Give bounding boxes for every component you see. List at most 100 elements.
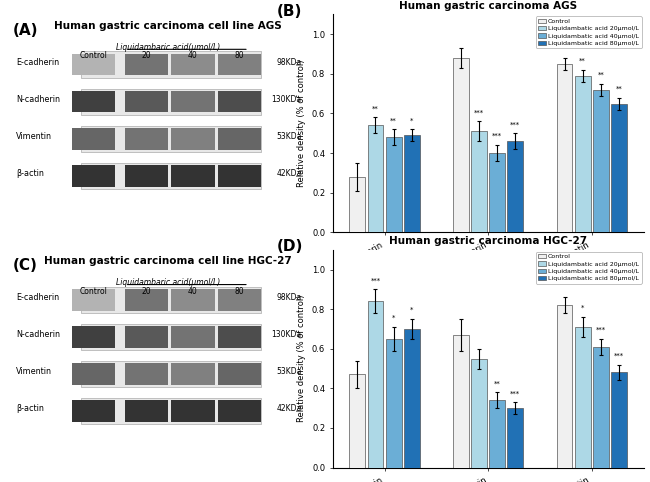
Text: Vimentin: Vimentin	[16, 367, 52, 376]
Text: (A): (A)	[13, 23, 38, 38]
Bar	[404, 329, 420, 468]
Bar	[218, 54, 261, 76]
Bar	[72, 54, 115, 76]
Bar	[171, 91, 215, 112]
Bar	[367, 301, 383, 468]
Bar	[125, 326, 168, 348]
Bar	[367, 125, 383, 232]
Text: 80: 80	[235, 287, 244, 296]
Text: **: **	[616, 86, 622, 92]
Bar	[453, 335, 469, 468]
Text: ***: ***	[595, 327, 606, 333]
Text: ***: ***	[510, 390, 521, 396]
Bar	[171, 289, 215, 311]
Bar	[385, 339, 402, 468]
Text: ***: ***	[510, 121, 521, 127]
Bar	[171, 400, 215, 422]
Bar	[81, 162, 261, 189]
Text: 98KDa: 98KDa	[276, 293, 302, 302]
Text: β-actin: β-actin	[16, 169, 44, 178]
Text: 130KDa: 130KDa	[272, 95, 302, 104]
Bar	[81, 125, 261, 152]
Bar	[125, 54, 168, 76]
Bar	[508, 408, 523, 468]
Bar	[350, 177, 365, 232]
Text: Liquidambaric acid(μmol/L): Liquidambaric acid(μmol/L)	[116, 278, 220, 287]
Bar	[72, 326, 115, 348]
Bar	[404, 135, 420, 232]
Text: **: **	[597, 72, 604, 78]
Text: 40: 40	[188, 52, 198, 60]
Bar	[556, 305, 573, 468]
Bar	[593, 90, 609, 232]
Bar	[611, 373, 627, 468]
Text: ***: ***	[474, 109, 484, 116]
Bar	[489, 400, 505, 468]
Text: 20: 20	[142, 52, 151, 60]
Bar	[218, 289, 261, 311]
Bar	[489, 153, 505, 232]
Text: *: *	[392, 315, 395, 321]
Y-axis label: Relative density (% of control): Relative density (% of control)	[297, 60, 306, 187]
Text: ***: ***	[614, 353, 624, 359]
Bar	[125, 91, 168, 112]
Bar	[385, 137, 402, 232]
Text: 40: 40	[188, 287, 198, 296]
Bar	[350, 375, 365, 468]
Bar	[453, 58, 469, 232]
Text: Liquidambaric acid(μmol/L): Liquidambaric acid(μmol/L)	[116, 43, 220, 52]
Text: (C): (C)	[13, 258, 38, 273]
Bar	[218, 165, 261, 187]
Text: **: **	[372, 106, 379, 111]
Text: (D): (D)	[277, 239, 303, 254]
Bar	[81, 398, 261, 424]
Bar	[171, 165, 215, 187]
Bar	[72, 400, 115, 422]
Bar	[471, 359, 487, 468]
Text: **: **	[579, 58, 586, 64]
Bar	[72, 91, 115, 112]
Bar	[72, 165, 115, 187]
Text: 98KDa: 98KDa	[276, 58, 302, 67]
Text: 42KDa: 42KDa	[276, 404, 302, 413]
Bar	[593, 347, 609, 468]
Bar	[218, 128, 261, 149]
Bar	[171, 326, 215, 348]
Text: ***: ***	[492, 133, 502, 139]
Bar	[72, 289, 115, 311]
Text: Control: Control	[79, 287, 107, 296]
Bar	[81, 52, 261, 78]
Text: 42KDa: 42KDa	[276, 169, 302, 178]
Text: 80: 80	[235, 52, 244, 60]
Bar	[72, 128, 115, 149]
Bar	[125, 363, 168, 385]
Bar	[81, 89, 261, 115]
Bar	[471, 131, 487, 232]
Title: Human gastric carcinoma HGC-27: Human gastric carcinoma HGC-27	[389, 236, 587, 246]
Bar	[171, 54, 215, 76]
Legend: Control, Liquidambatic acid 20μmol/L, Liquidambatic acid 40μmol/L, Liquidambatic: Control, Liquidambatic acid 20μmol/L, Li…	[536, 16, 642, 49]
Text: 53KDa: 53KDa	[276, 367, 302, 376]
Text: E-cadherin: E-cadherin	[16, 293, 59, 302]
Bar	[81, 287, 261, 313]
Bar	[508, 141, 523, 232]
Text: E-cadherin: E-cadherin	[16, 58, 59, 67]
Bar	[611, 104, 627, 232]
Text: 130KDa: 130KDa	[272, 330, 302, 339]
Text: Human gastric carcinoma cell line AGS: Human gastric carcinoma cell line AGS	[54, 21, 282, 31]
Bar	[81, 361, 261, 387]
Text: *: *	[410, 307, 413, 313]
Text: Human gastric carcinoma cell line HGC-27: Human gastric carcinoma cell line HGC-27	[44, 256, 292, 266]
Bar	[125, 128, 168, 149]
Bar	[72, 363, 115, 385]
Text: ***: ***	[370, 277, 380, 283]
Bar	[125, 165, 168, 187]
Text: (B): (B)	[277, 3, 302, 19]
Bar	[218, 326, 261, 348]
Bar	[218, 400, 261, 422]
Text: **: **	[494, 380, 500, 387]
Legend: Control, Liquidambatic acid 20μmol/L, Liquidambatic acid 40μmol/L, Liquidambatic: Control, Liquidambatic acid 20μmol/L, Li…	[536, 252, 642, 284]
Bar	[171, 363, 215, 385]
Y-axis label: Relative density (% of control): Relative density (% of control)	[297, 295, 306, 422]
Bar	[575, 76, 591, 232]
